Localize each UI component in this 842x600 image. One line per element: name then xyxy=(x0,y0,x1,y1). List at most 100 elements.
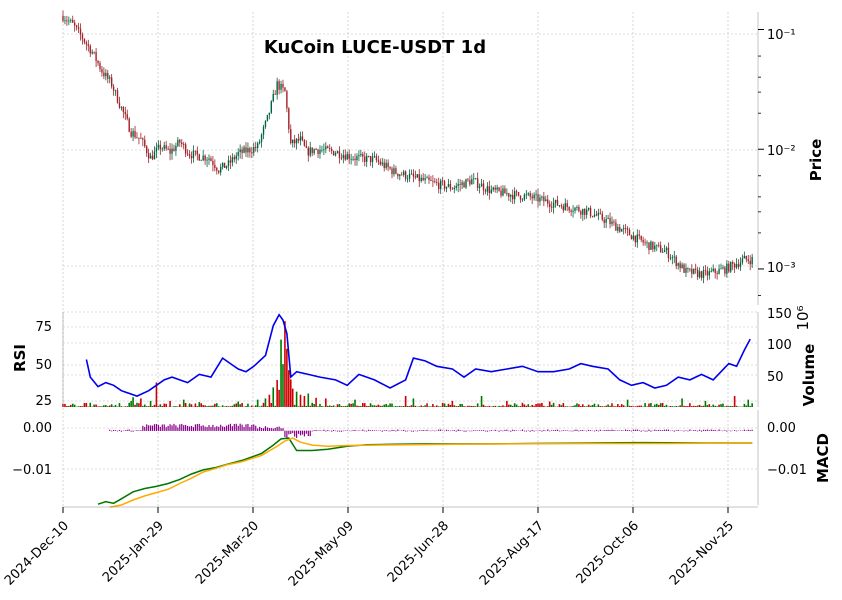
candle-body xyxy=(700,271,703,278)
volume-bar xyxy=(434,406,436,407)
macd-histogram-bar xyxy=(309,430,311,437)
macd-histogram-bar xyxy=(268,428,270,431)
macd-histogram-bar xyxy=(506,429,508,431)
rsi-axis-label: RSI xyxy=(11,344,29,372)
volume-bar xyxy=(369,403,372,407)
volume-bar xyxy=(437,406,440,407)
macd-histogram-bar xyxy=(539,430,541,431)
macd-histogram-bar xyxy=(677,429,679,431)
macd-histogram-bar xyxy=(636,429,638,431)
macd-histogram-bar xyxy=(319,430,321,431)
macd-histogram-bar xyxy=(700,430,703,432)
candle-body xyxy=(436,181,438,183)
candle-body xyxy=(617,226,619,231)
candle-body xyxy=(243,147,245,153)
candle-body xyxy=(194,150,197,152)
volume-bar xyxy=(615,406,617,407)
candle-body xyxy=(659,245,662,253)
candle-body xyxy=(330,149,333,151)
volume-bar xyxy=(130,400,132,407)
volume-bar xyxy=(352,403,354,407)
macd-histogram-bar xyxy=(465,430,467,432)
macd-histogram-bar xyxy=(247,423,249,431)
volume-bar xyxy=(521,402,524,407)
macd-histogram-bar xyxy=(200,425,202,431)
macd-histogram-bar xyxy=(685,430,687,431)
macd-histogram-bar xyxy=(640,430,642,432)
candle-body xyxy=(352,158,354,160)
volume-bar xyxy=(587,404,590,407)
rsi-tick-label: 25 xyxy=(35,394,52,409)
volume-bar xyxy=(531,404,533,407)
candle-body xyxy=(434,181,436,183)
candle-body xyxy=(173,148,175,151)
volume-bar xyxy=(628,405,631,407)
candle-body xyxy=(410,173,413,175)
macd-histogram-bar xyxy=(445,429,448,431)
macd-histogram-bar xyxy=(599,429,601,431)
volume-bar xyxy=(149,400,152,407)
candle-body xyxy=(449,183,452,189)
grid-lines xyxy=(62,12,758,507)
volume-bar xyxy=(659,403,662,407)
macd-histogram-bar xyxy=(245,424,247,431)
candle-body xyxy=(428,177,430,180)
candle-body xyxy=(218,170,220,173)
volume-bar xyxy=(537,403,539,407)
candle-body xyxy=(512,194,514,200)
volume-bar xyxy=(338,404,341,407)
macd-histogram-bar xyxy=(257,428,259,431)
volume-bar xyxy=(527,404,530,407)
macd-histogram-bar xyxy=(545,430,547,432)
volume-bar xyxy=(560,405,563,407)
macd-histogram-bar xyxy=(368,429,370,431)
candle-body xyxy=(110,77,113,87)
candle-body xyxy=(212,160,214,165)
candle-body xyxy=(140,138,142,140)
macd-histogram-bar xyxy=(702,429,705,431)
volume-bar xyxy=(99,406,101,407)
volume-bar xyxy=(406,405,409,407)
candle-body xyxy=(562,206,565,211)
macd-histogram-bar xyxy=(251,424,253,431)
macd-histogram-bar xyxy=(537,430,539,432)
candle-body xyxy=(696,269,699,278)
candle-body xyxy=(718,268,720,274)
macd-histogram-bar xyxy=(109,429,111,431)
volume-bar xyxy=(321,406,323,407)
volume-bar xyxy=(654,404,656,407)
macd-histogram-bar xyxy=(482,430,485,431)
candle-body xyxy=(373,156,376,158)
macd-y-axis-left: 0.00 −0.01 xyxy=(12,421,52,478)
candle-body xyxy=(482,183,485,191)
volume-bar xyxy=(206,406,208,407)
macd-histogram-bar xyxy=(272,428,274,431)
candle-body xyxy=(206,159,208,161)
volume-bar xyxy=(412,398,415,407)
macd-histogram-bar xyxy=(475,430,477,431)
candle-body xyxy=(89,45,91,54)
candle-body xyxy=(733,263,736,268)
candle-body xyxy=(430,179,432,181)
candle-body xyxy=(609,218,611,224)
macd-histogram-bar xyxy=(260,427,263,431)
macd-histogram-bar xyxy=(543,429,545,431)
candle-body xyxy=(338,151,341,158)
volume-bar xyxy=(140,398,142,407)
macd-histogram-bar xyxy=(634,429,636,431)
macd-histogram-bar xyxy=(695,430,697,431)
macd-histogram-bar xyxy=(457,429,459,431)
volume-bar xyxy=(599,406,602,407)
candle-body xyxy=(186,153,189,155)
candle-body xyxy=(175,145,177,151)
candle-body xyxy=(416,174,419,178)
volume-bar xyxy=(562,403,565,407)
candle-body xyxy=(87,44,90,46)
volume-bar xyxy=(400,406,403,407)
volume-bar xyxy=(142,405,144,407)
macd-histogram-bar xyxy=(704,429,707,431)
volume-bar xyxy=(81,406,84,407)
macd-histogram-bar xyxy=(443,430,446,432)
macd-histogram-bar xyxy=(525,430,527,432)
macd-histogram-bar xyxy=(745,430,747,431)
